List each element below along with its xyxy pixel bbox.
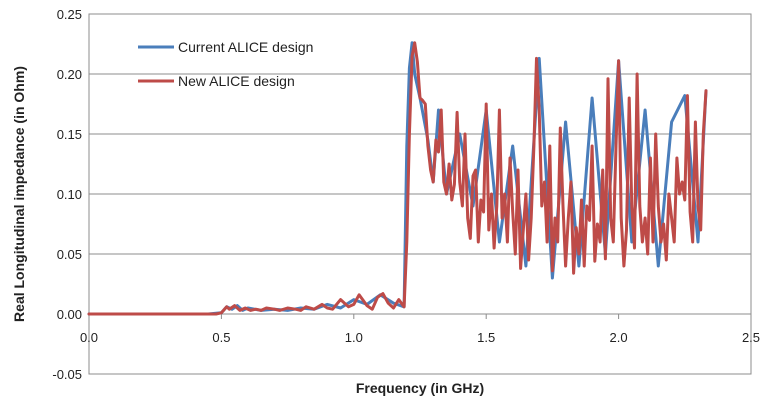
y-tick-label: 0.25: [57, 7, 82, 22]
x-tick-label: 1.0: [345, 330, 363, 345]
legend-label: Current ALICE design: [178, 39, 313, 55]
y-tick-label: 0.15: [57, 127, 82, 142]
y-tick-label: -0.05: [52, 367, 82, 382]
x-axis-title: Frequency (in GHz): [356, 380, 484, 396]
x-tick-label: 2.0: [610, 330, 628, 345]
x-tick-label: 1.5: [477, 330, 495, 345]
y-tick-label: 0.10: [57, 187, 82, 202]
y-tick-label: 0.20: [57, 67, 82, 82]
legend-label: New ALICE design: [178, 73, 295, 89]
y-axis-title: Real Longitudinal impedance (in Ohm): [11, 66, 27, 322]
y-tick-label: 0.05: [57, 247, 82, 262]
x-tick-label: 0.5: [212, 330, 230, 345]
y-tick-label: 0.00: [57, 307, 82, 322]
x-tick-label: 2.5: [742, 330, 760, 345]
x-tick-label: 0.0: [80, 330, 98, 345]
